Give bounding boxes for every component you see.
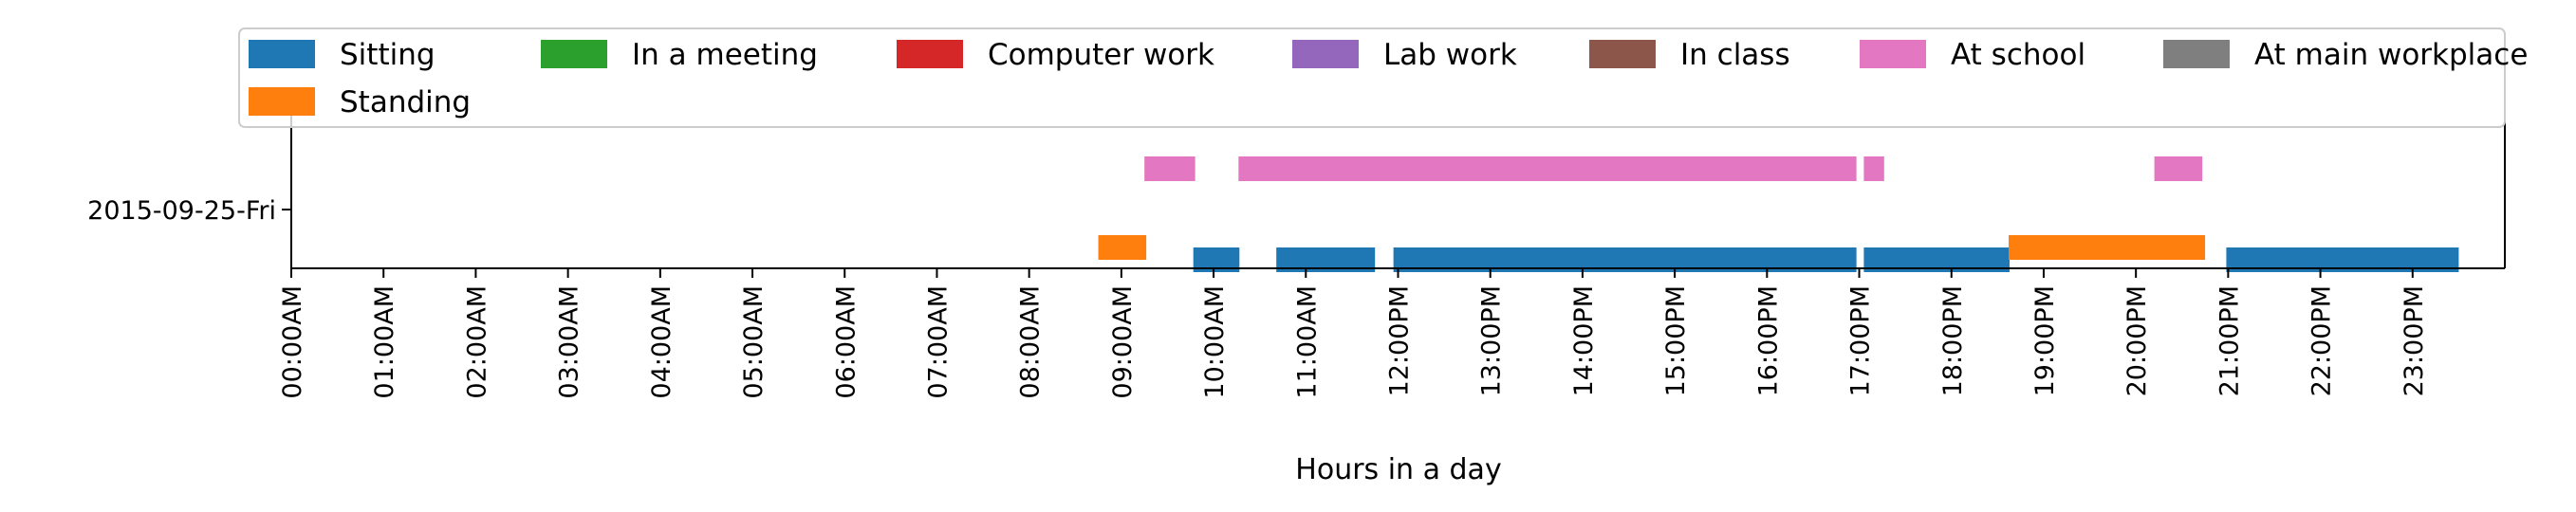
y-axis-ticks: 2015-09-25-Fri <box>87 196 291 226</box>
x-tick-label: 02:00AM <box>462 285 491 399</box>
legend: Sitting In a meeting Computer work Lab work… <box>238 27 2528 128</box>
legend-swatch-at-main-workplace <box>2163 40 2230 68</box>
legend-swatch-sitting <box>249 40 315 68</box>
x-tick-label: 23:00PM <box>2400 285 2429 396</box>
legend-swatch-standing <box>249 87 315 116</box>
x-tick-label: 10:00AM <box>1200 285 1230 399</box>
legend-label-in-class: In class <box>1680 38 1790 72</box>
x-tick-label: 21:00PM <box>2215 285 2244 396</box>
x-axis-label: Hours in a day <box>1295 453 1501 486</box>
x-tick-label: 01:00AM <box>370 285 399 399</box>
x-tick-label: 09:00AM <box>1108 285 1138 399</box>
legend-swatch-computer-work <box>897 40 963 68</box>
x-axis-ticks: 00:00AM 01:00AM 02:00AM 03:00AM 04:00AM 05:00… <box>278 268 2429 399</box>
x-tick-label: 16:00PM <box>1753 285 1783 396</box>
legend-swatch-in-a-meeting <box>541 40 607 68</box>
x-tick-label: 12:00PM <box>1385 285 1415 396</box>
x-tick-label: 19:00PM <box>2030 285 2060 396</box>
x-tick-label: 17:00PM <box>1846 285 1876 396</box>
x-tick-label: 14:00PM <box>1569 285 1599 396</box>
x-tick-label: 15:00PM <box>1661 285 1691 396</box>
x-tick-label: 18:00PM <box>1938 285 1968 396</box>
x-tick-label: 22:00PM <box>2307 285 2337 396</box>
x-tick-label: 13:00PM <box>1477 285 1507 396</box>
interval-bar-at-school-3 <box>2154 156 2203 181</box>
legend-swatch-at-school <box>1860 40 1926 68</box>
x-tick-label: 06:00AM <box>831 285 861 399</box>
legend-frame <box>238 27 2506 128</box>
interval-bar-at-school-1 <box>1238 156 1857 181</box>
legend-label-computer-work: Computer work <box>988 38 1214 72</box>
x-tick-label: 07:00AM <box>923 285 953 399</box>
x-tick-label: 03:00AM <box>555 285 584 399</box>
legend-label-at-school: At school <box>1951 38 2085 72</box>
interval-bar-at-school-0 <box>1144 156 1195 181</box>
x-tick-label: 08:00AM <box>1016 285 1046 399</box>
legend-label-in-a-meeting: In a meeting <box>632 38 818 72</box>
legend-swatch-in-class <box>1589 40 1656 68</box>
y-tick-label: 2015-09-25-Fri <box>87 196 276 226</box>
legend-label-lab-work: Lab work <box>1383 38 1517 72</box>
interval-bar-standing-1 <box>2009 235 2206 260</box>
legend-swatch-lab-work <box>1292 40 1359 68</box>
x-tick-label: 05:00AM <box>739 285 769 399</box>
x-tick-label: 11:00AM <box>1292 285 1322 399</box>
x-tick-label: 04:00AM <box>647 285 676 399</box>
interval-bar-standing-0 <box>1098 235 1147 260</box>
x-tick-label: 00:00AM <box>278 285 307 399</box>
legend-label-standing: Standing <box>340 85 471 119</box>
x-tick-label: 20:00PM <box>2122 285 2152 396</box>
interval-bar-at-school-2 <box>1863 156 1884 181</box>
legend-label-sitting: Sitting <box>340 38 436 72</box>
legend-label-at-main-workplace: At main workplace <box>2254 38 2528 72</box>
